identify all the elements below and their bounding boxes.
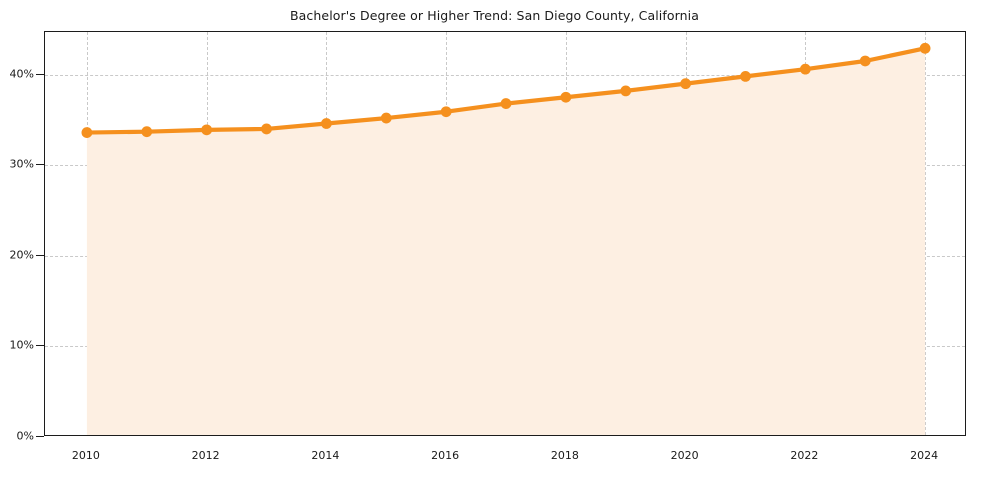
data-point-marker <box>919 42 931 54</box>
y-tick-label: 20% <box>9 248 34 262</box>
x-tick-label: 2010 <box>71 449 100 462</box>
data-point-marker <box>201 124 213 136</box>
data-point-marker <box>141 126 153 138</box>
plot-area <box>44 31 966 436</box>
data-point-marker <box>81 127 93 138</box>
y-tick-label: 40% <box>9 67 34 81</box>
y-axis: 0% 10% 20% 30% 40% <box>0 0 34 490</box>
y-tick-mark <box>36 436 44 437</box>
data-point-marker <box>680 78 692 90</box>
data-point-marker <box>261 123 272 135</box>
x-tick-label: 2020 <box>670 449 699 462</box>
data-point-marker <box>440 106 452 118</box>
data-point-marker <box>799 63 811 75</box>
y-tick-label: 0% <box>16 429 34 443</box>
gridline-vertical <box>925 32 927 435</box>
data-point-marker <box>740 70 751 82</box>
x-tick-label: 2024 <box>910 449 939 462</box>
data-point-marker <box>320 118 332 129</box>
y-tick-mark <box>36 73 44 75</box>
series-area-fill <box>86 48 926 435</box>
y-tick-mark <box>36 254 44 256</box>
data-point-marker <box>380 112 392 124</box>
y-tick-mark <box>36 164 44 166</box>
data-point-marker <box>560 91 572 103</box>
x-tick-label: 2016 <box>431 449 460 462</box>
x-tick-label: 2012 <box>191 449 220 462</box>
y-tick-label: 10% <box>9 338 34 352</box>
y-tick-mark <box>36 345 44 347</box>
data-point-marker <box>620 85 632 97</box>
x-tick-label: 2014 <box>311 449 340 462</box>
y-tick-label: 30% <box>9 157 34 171</box>
x-tick-label: 2022 <box>790 449 819 462</box>
data-point-marker <box>859 55 871 67</box>
data-point-marker <box>500 98 512 109</box>
x-tick-label: 2018 <box>550 449 579 462</box>
gridline-horizontal <box>45 74 965 76</box>
series-area-line <box>81 42 931 435</box>
chart-title: Bachelor's Degree or Higher Trend: San D… <box>289 8 699 23</box>
